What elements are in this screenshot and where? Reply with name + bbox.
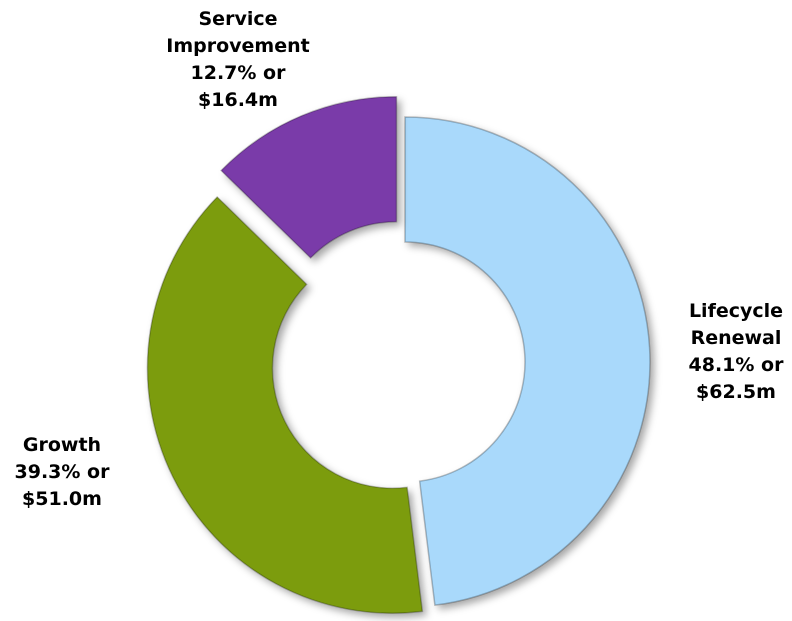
value-label: 12.7% or $16.4m [190,62,286,111]
data-label: Lifecycle Renewal 48.1% or $62.5m [680,298,792,406]
donut-slice [220,95,398,259]
donut-slice [404,116,651,607]
value-label: 48.1% or $62.5m [688,354,784,403]
category-label: Lifecycle Renewal [688,300,784,349]
slices [146,95,651,614]
donut-slice [146,195,424,614]
category-label: Growth [22,434,102,456]
value-label: 39.3% or $51.0m [14,461,110,510]
category-label: Service Improvement [166,8,310,57]
data-label: Growth 39.3% or $51.0m [4,432,120,513]
data-label: Service Improvement 12.7% or $16.4m [150,6,326,114]
